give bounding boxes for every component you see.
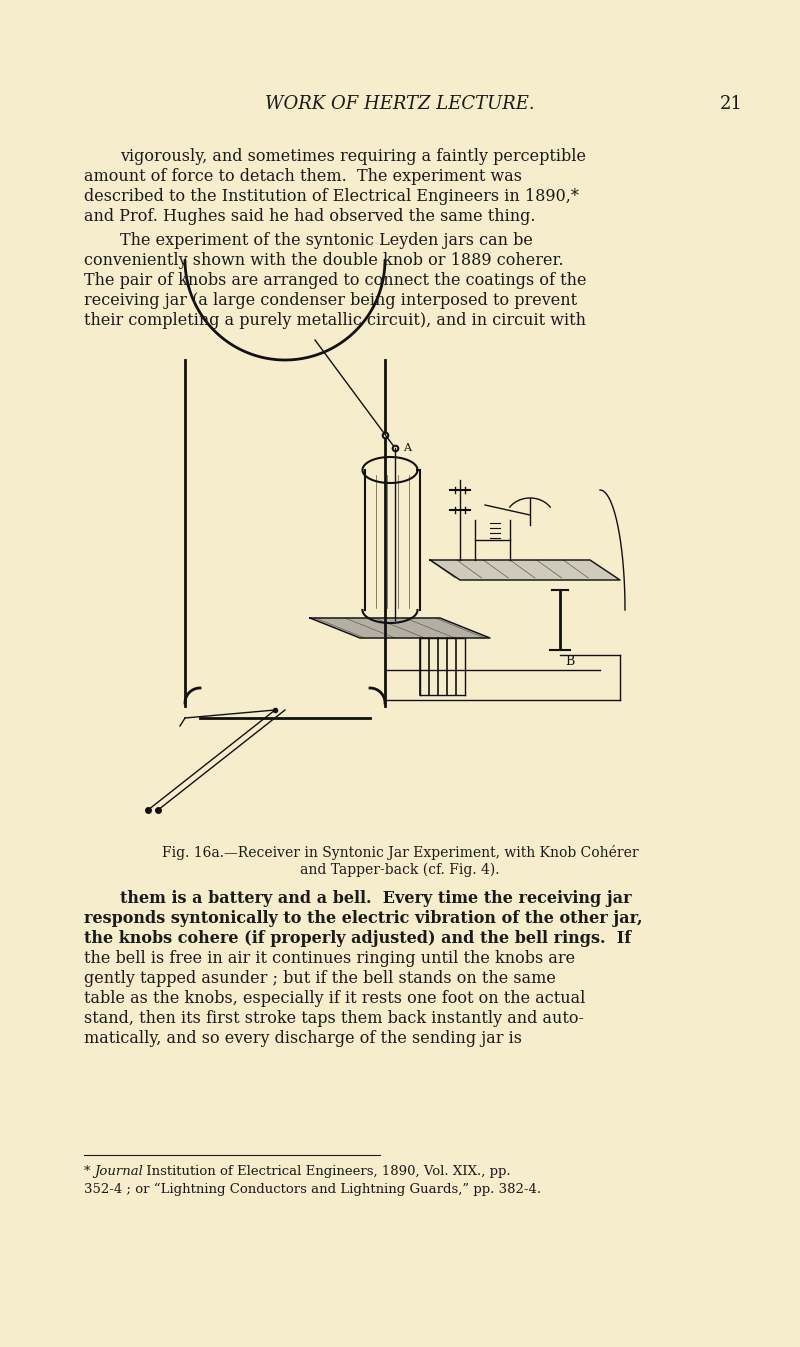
Text: and Prof. Hughes said he had observed the same thing.: and Prof. Hughes said he had observed th… <box>84 207 535 225</box>
Text: matically, and so every discharge of the sending jar is: matically, and so every discharge of the… <box>84 1030 522 1047</box>
Text: 352-4 ; or “Lightning Conductors and Lightning Guards,” pp. 382-4.: 352-4 ; or “Lightning Conductors and Lig… <box>84 1183 541 1196</box>
Text: and Tapper-back (cf. Fig. 4).: and Tapper-back (cf. Fig. 4). <box>300 863 500 877</box>
Text: gently tapped asunder ; but if the bell stands on the same: gently tapped asunder ; but if the bell … <box>84 970 556 987</box>
Text: them is a battery and a bell.  Every time the receiving jar: them is a battery and a bell. Every time… <box>120 890 632 907</box>
Text: *: * <box>84 1165 94 1179</box>
Text: The pair of knobs are arranged to connect the coatings of the: The pair of knobs are arranged to connec… <box>84 272 586 290</box>
Text: conveniently shown with the double knob or 1889 coherer.: conveniently shown with the double knob … <box>84 252 564 269</box>
Text: 21: 21 <box>720 96 743 113</box>
Text: responds syntonically to the electric vibration of the other jar,: responds syntonically to the electric vi… <box>84 911 642 927</box>
Text: stand, then its first stroke taps them back instantly and auto-: stand, then its first stroke taps them b… <box>84 1010 584 1026</box>
Text: A: A <box>403 443 411 453</box>
Polygon shape <box>430 560 620 581</box>
Text: described to the Institution of Electrical Engineers in 1890,*: described to the Institution of Electric… <box>84 189 579 205</box>
Text: Fig. 16a.—Receiver in Syntonic Jar Experiment, with Knob Cohérer: Fig. 16a.—Receiver in Syntonic Jar Exper… <box>162 845 638 859</box>
Text: Institution of Electrical Engineers, 1890, Vol. XIX., pp.: Institution of Electrical Engineers, 189… <box>142 1165 510 1179</box>
Text: B: B <box>565 655 574 668</box>
Text: their completing a purely metallic circuit), and in circuit with: their completing a purely metallic circu… <box>84 313 586 329</box>
Text: Journal: Journal <box>94 1165 143 1179</box>
Text: table as the knobs, especially if it rests one foot on the actual: table as the knobs, especially if it res… <box>84 990 586 1008</box>
Text: vigorously, and sometimes requiring a faintly perceptible: vigorously, and sometimes requiring a fa… <box>120 148 586 164</box>
Text: WORK OF HERTZ LECTURE.: WORK OF HERTZ LECTURE. <box>265 96 535 113</box>
Polygon shape <box>310 618 490 638</box>
Text: The experiment of the syntonic Leyden jars can be: The experiment of the syntonic Leyden ja… <box>120 232 533 249</box>
Text: the bell is free in air it continues ringing until the knobs are: the bell is free in air it continues rin… <box>84 950 575 967</box>
Text: receiving jar (a large condenser being interposed to prevent: receiving jar (a large condenser being i… <box>84 292 577 308</box>
Text: the knobs cohere (if properly adjusted) and the bell rings.  If: the knobs cohere (if properly adjusted) … <box>84 929 631 947</box>
Text: amount of force to detach them.  The experiment was: amount of force to detach them. The expe… <box>84 168 522 185</box>
